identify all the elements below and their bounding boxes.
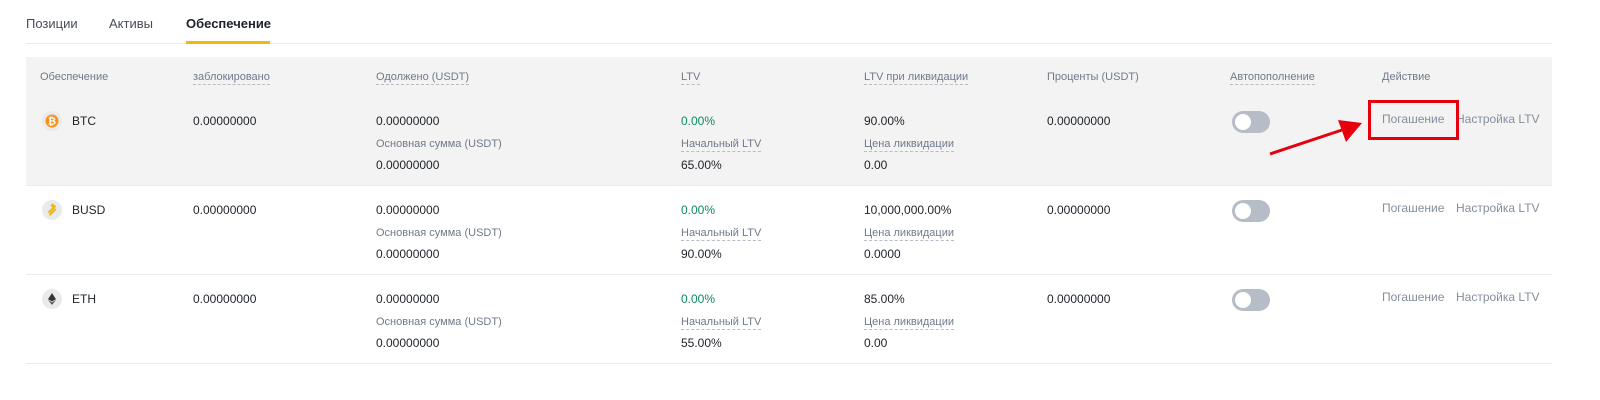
liquidation-price-value: 0.00 <box>864 336 888 350</box>
interest-value: 0.00000000 <box>1047 292 1111 306</box>
principal-value: 0.00000000 <box>376 158 440 172</box>
initial-ltv-label[interactable]: Начальный LTV <box>681 138 762 152</box>
bitcoin-icon: ₿ <box>42 111 62 131</box>
header-interest: Проценты (USDT) <box>1047 71 1139 83</box>
locked-value: 0.00000000 <box>193 203 257 217</box>
table-row: ₿ BTC 0.00000000 0.00000000 Основная сум… <box>26 97 1552 186</box>
table-header: Обеспечение заблокировано Одолжено (USDT… <box>26 57 1552 97</box>
active-tab-indicator <box>186 41 270 44</box>
locked-value: 0.00000000 <box>193 114 257 128</box>
coin-cell: ETH <box>42 289 96 309</box>
table-row: BUSD 0.00000000 0.00000000 Основная сумм… <box>26 186 1552 275</box>
borrowed-value: 0.00000000 <box>376 114 440 128</box>
tab-collateral[interactable]: Обеспечение <box>186 16 272 31</box>
busd-icon <box>42 200 62 220</box>
header-autorefill[interactable]: Автопополнение <box>1230 71 1315 85</box>
adjust-ltv-button[interactable]: Настройка LTV <box>1456 290 1540 304</box>
borrowed-value: 0.00000000 <box>376 292 440 306</box>
initial-ltv-label[interactable]: Начальный LTV <box>681 227 762 241</box>
tab-positions[interactable]: Позиции <box>26 16 78 31</box>
coin-name: BTC <box>72 114 96 128</box>
tab-bar: Позиции Активы Обеспечение <box>26 0 1552 44</box>
adjust-ltv-button[interactable]: Настройка LTV <box>1456 112 1540 126</box>
liquidation-price-value: 0.00 <box>864 158 888 172</box>
ltv-value: 0.00% <box>681 292 716 306</box>
autorefill-toggle[interactable] <box>1232 289 1270 311</box>
coin-name: BUSD <box>72 203 106 217</box>
toggle-knob <box>1235 292 1251 308</box>
locked-value: 0.00000000 <box>193 292 257 306</box>
principal-label: Основная сумма (USDT) <box>376 227 502 239</box>
header-collateral: Обеспечение <box>40 71 109 83</box>
liquidation-price-value: 0.0000 <box>864 247 901 261</box>
liquidation-price-label[interactable]: Цена ликвидации <box>864 316 954 330</box>
table-row: ETH 0.00000000 0.00000000 Основная сумма… <box>26 275 1552 364</box>
interest-value: 0.00000000 <box>1047 203 1111 217</box>
toggle-knob <box>1235 203 1251 219</box>
autorefill-toggle[interactable] <box>1232 111 1270 133</box>
coin-cell: ₿ BTC <box>42 111 96 131</box>
ltv-value: 0.00% <box>681 114 716 128</box>
toggle-knob <box>1235 114 1251 130</box>
collateral-table: Обеспечение заблокировано Одолжено (USDT… <box>26 57 1552 364</box>
header-action: Действие <box>1382 71 1431 83</box>
ltv-value: 0.00% <box>681 203 716 217</box>
header-liquidation-ltv[interactable]: LTV при ликвидации <box>864 71 969 85</box>
liquidation-price-label[interactable]: Цена ликвидации <box>864 227 954 241</box>
adjust-ltv-button[interactable]: Настройка LTV <box>1456 201 1540 215</box>
repay-button[interactable]: Погашение <box>1382 201 1445 215</box>
initial-ltv-value: 65.00% <box>681 158 722 172</box>
initial-ltv-value: 90.00% <box>681 247 722 261</box>
coin-name: ETH <box>72 292 96 306</box>
initial-ltv-value: 55.00% <box>681 336 722 350</box>
liquidation-ltv-value: 90.00% <box>864 114 905 128</box>
svg-text:₿: ₿ <box>48 116 56 128</box>
tab-assets[interactable]: Активы <box>109 16 153 31</box>
liquidation-ltv-value: 85.00% <box>864 292 905 306</box>
initial-ltv-label[interactable]: Начальный LTV <box>681 316 762 330</box>
ethereum-icon <box>42 289 62 309</box>
liquidation-ltv-value: 10,000,000.00% <box>864 203 952 217</box>
repay-button[interactable]: Погашение <box>1382 112 1445 126</box>
borrowed-value: 0.00000000 <box>376 203 440 217</box>
repay-button[interactable]: Погашение <box>1382 290 1445 304</box>
interest-value: 0.00000000 <box>1047 114 1111 128</box>
principal-value: 0.00000000 <box>376 336 440 350</box>
header-ltv[interactable]: LTV <box>681 71 701 85</box>
principal-value: 0.00000000 <box>376 247 440 261</box>
coin-cell: BUSD <box>42 200 105 220</box>
annotation-highlight-box <box>1368 100 1459 140</box>
header-locked[interactable]: заблокировано <box>193 71 270 85</box>
annotation-arrow-icon <box>1269 120 1362 156</box>
principal-label: Основная сумма (USDT) <box>376 138 502 150</box>
principal-label: Основная сумма (USDT) <box>376 316 502 328</box>
liquidation-price-label[interactable]: Цена ликвидации <box>864 138 954 152</box>
header-borrowed[interactable]: Одолжено (USDT) <box>376 71 470 85</box>
autorefill-toggle[interactable] <box>1232 200 1270 222</box>
